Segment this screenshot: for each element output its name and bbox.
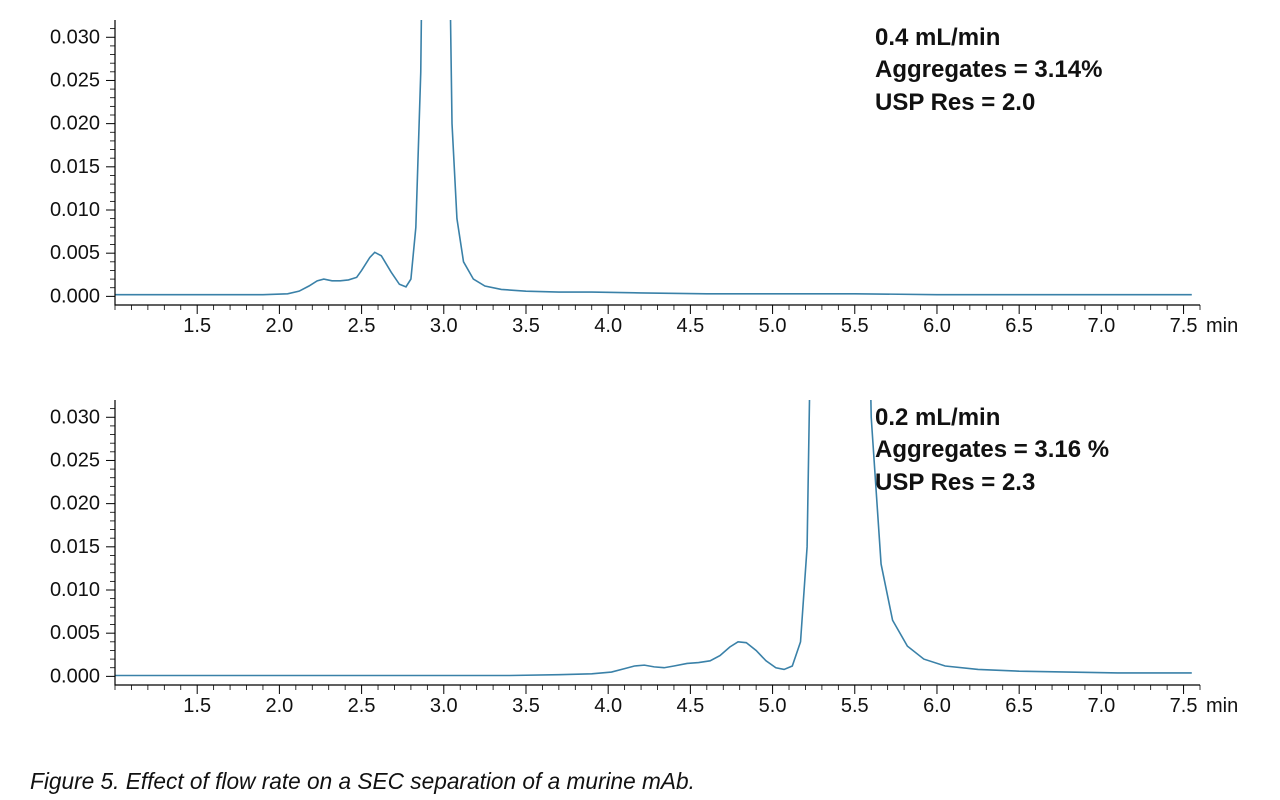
x-tick-label: 5.5 [841, 315, 869, 337]
x-tick-label: 2.5 [348, 695, 376, 717]
panel-annotation-0: 0.4 mL/minAggregates = 3.14%USP Res = 2.… [875, 22, 1102, 119]
y-tick-label: 0.030 [50, 406, 100, 428]
x-tick-label: 3.5 [512, 315, 540, 337]
y-tick-label: 0.025 [50, 69, 100, 91]
x-tick-label: 3.0 [430, 315, 458, 337]
y-tick-label: 0.000 [50, 285, 100, 307]
y-tick-label: 0.020 [50, 493, 100, 515]
annotation-line: Aggregates = 3.16 % [875, 434, 1109, 466]
x-tick-label: 7.5 [1170, 695, 1198, 717]
x-tick-label: 1.5 [183, 315, 211, 337]
x-tick-label: 4.5 [676, 315, 704, 337]
x-tick-label: 4.5 [676, 695, 704, 717]
annotation-line: USP Res = 2.3 [875, 467, 1109, 499]
x-tick-label: 7.0 [1087, 315, 1115, 337]
y-tick-label: 0.020 [50, 113, 100, 135]
x-tick-label: 2.0 [265, 695, 293, 717]
x-tick-label: 7.0 [1087, 695, 1115, 717]
x-tick-label: 7.5 [1170, 315, 1198, 337]
annotation-line: 0.4 mL/min [875, 22, 1102, 54]
panel-annotation-1: 0.2 mL/minAggregates = 3.16 %USP Res = 2… [875, 402, 1109, 499]
x-tick-label: 6.5 [1005, 315, 1033, 337]
annotation-line: USP Res = 2.0 [875, 87, 1102, 119]
annotation-line: 0.2 mL/min [875, 402, 1109, 434]
x-tick-label: 4.0 [594, 315, 622, 337]
y-tick-label: 0.025 [50, 449, 100, 471]
annotation-line: Aggregates = 3.14% [875, 54, 1102, 86]
x-tick-label: 5.5 [841, 695, 869, 717]
x-tick-label: 6.0 [923, 695, 951, 717]
x-tick-label: 2.0 [265, 315, 293, 337]
x-tick-label: 6.0 [923, 315, 951, 337]
x-unit-label: min [1206, 315, 1238, 337]
y-tick-label: 0.015 [50, 156, 100, 178]
x-tick-label: 3.0 [430, 695, 458, 717]
y-tick-label: 0.000 [50, 665, 100, 687]
y-tick-label: 0.010 [50, 199, 100, 221]
x-tick-label: 5.0 [759, 315, 787, 337]
x-unit-label: min [1206, 695, 1238, 717]
y-tick-label: 0.005 [50, 622, 100, 644]
x-tick-label: 1.5 [183, 695, 211, 717]
x-tick-label: 6.5 [1005, 695, 1033, 717]
x-tick-label: 4.0 [594, 695, 622, 717]
x-tick-label: 2.5 [348, 315, 376, 337]
y-tick-label: 0.030 [50, 26, 100, 48]
figure-caption: Figure 5. Effect of flow rate on a SEC s… [30, 768, 695, 795]
x-tick-label: 3.5 [512, 695, 540, 717]
y-tick-label: 0.005 [50, 242, 100, 264]
x-tick-label: 5.0 [759, 695, 787, 717]
y-tick-label: 0.015 [50, 536, 100, 558]
y-tick-label: 0.010 [50, 579, 100, 601]
